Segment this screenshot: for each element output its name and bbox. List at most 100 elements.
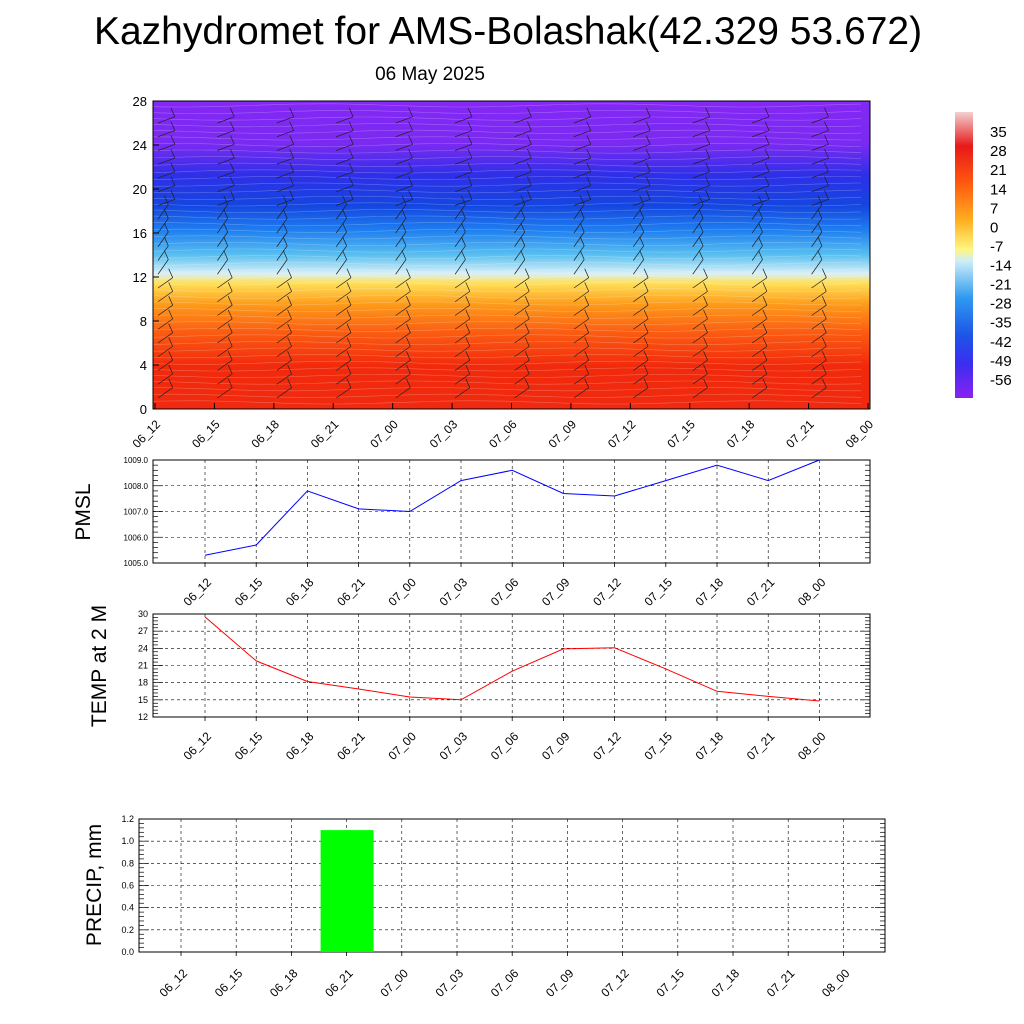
wind-barb [336,346,352,358]
wind-barb [751,346,768,358]
contour-line [153,169,862,174]
wind-barb [157,171,176,179]
wind-barb [395,291,411,303]
wind-barb-flag [821,378,827,388]
wind-barb-flag [884,108,888,117]
wind-barb [573,373,589,385]
wind-barb [633,373,649,385]
y-tick-label: 1.0 [121,836,134,846]
wind-barb-flag [223,236,229,246]
wind-barb [573,332,589,344]
wind-barb [157,185,176,193]
wind-barb [633,143,651,151]
wind-barb-flag [346,351,352,361]
wind-barb-flag [882,296,886,305]
contour-line [153,222,862,227]
wind-barb-flag [163,250,169,260]
wind-barb-flag [168,378,174,388]
y-tick-label: 8 [140,314,147,329]
wind-barb-flag [527,162,532,172]
wind-barb-flag [346,282,352,292]
wind-barb-flag [289,176,295,186]
wind-barb-flag [824,135,829,145]
wind-barb [633,277,649,289]
wind-barb-flag [467,190,473,200]
wind-barb-flag [287,378,292,388]
wind-barb [633,318,649,330]
wind-barb [692,171,710,179]
wind-barb [157,332,173,344]
wind-barb-flag [762,323,768,333]
x-tick-label: 07_03 [437,575,471,609]
wind-barb-flag [408,190,413,200]
wind-barb [217,332,233,344]
x-tick-label: 06_15 [189,417,223,451]
wind-barb [454,332,471,344]
wind-barb [871,319,886,329]
wind-barb-flag [346,296,352,306]
wind-barb [871,232,881,247]
wind-barb [395,171,413,179]
wind-barb [217,185,235,193]
colorbar-label: -7 [990,238,1003,255]
wind-barb [871,360,886,370]
temp-ylabel: TEMP at 2 M [88,605,111,727]
wind-barb [217,157,235,165]
wind-barb [752,157,770,165]
wind-barb [395,231,407,247]
precip-y-ticks: 0.0 0.2 0.4 0.6 0.8 1.0 1.2 [121,814,134,957]
wind-barb-flag [705,135,711,145]
wind-barb [633,387,649,399]
wind-barb-flag [229,190,235,200]
x-tick-label: 07_09 [539,575,573,609]
wind-barb-flag [639,250,645,260]
wind-barb [454,198,473,206]
wind-barb-flag [223,222,229,233]
wind-barb [811,259,823,275]
wind-barb-flag [824,121,829,131]
wind-barb [276,346,292,358]
x-tick-label: 07_15 [653,966,687,1000]
contour-line [153,360,862,365]
wind-barb-flag [764,176,770,186]
wind-barb [871,260,881,275]
wind-barb-flag [348,107,354,117]
precip-x-ticks: 06_12 06_15 06_18 06_21 07_00 07_03 07_06 07_09… [157,952,853,1000]
pmsl-ylabel: PMSL [72,483,95,540]
wind-barb [217,218,228,234]
contour-line [153,314,862,319]
x-tick-label: 07_03 [427,417,461,451]
wind-barb-flag [764,190,770,200]
wind-barb [336,318,352,330]
wind-barb [633,291,649,303]
wind-barb-flag [408,121,413,131]
wind-barb-flag [282,222,288,233]
wind-barb-flag [643,351,649,361]
wind-barb-flag [465,323,471,333]
wind-barb [276,291,292,303]
x-tick-label: 07_09 [543,966,577,1000]
wind-barb-flag [824,107,829,117]
wind-barb [811,359,827,371]
wind-barb-flag [465,364,471,375]
colorbar-label: 28 [990,143,1007,160]
wind-barb [454,157,473,165]
wind-barb-flag [229,148,235,159]
wind-barb [871,158,888,164]
wind-barb-flag [467,162,473,172]
x-tick-label: 07_18 [724,417,758,451]
wind-barb-flag [882,351,886,360]
y-tick-label: 27 [138,626,148,636]
wind-barb-flag [586,162,592,172]
wind-barb-flag [408,135,413,145]
wind-barb [871,172,888,178]
wind-barb [157,116,176,124]
wind-barb [811,332,827,344]
wind-barb [871,291,886,301]
wind-barb-flag [170,135,176,145]
wind-barb-flag [163,209,169,219]
contour-line [153,301,862,306]
wind-barb [335,218,347,234]
